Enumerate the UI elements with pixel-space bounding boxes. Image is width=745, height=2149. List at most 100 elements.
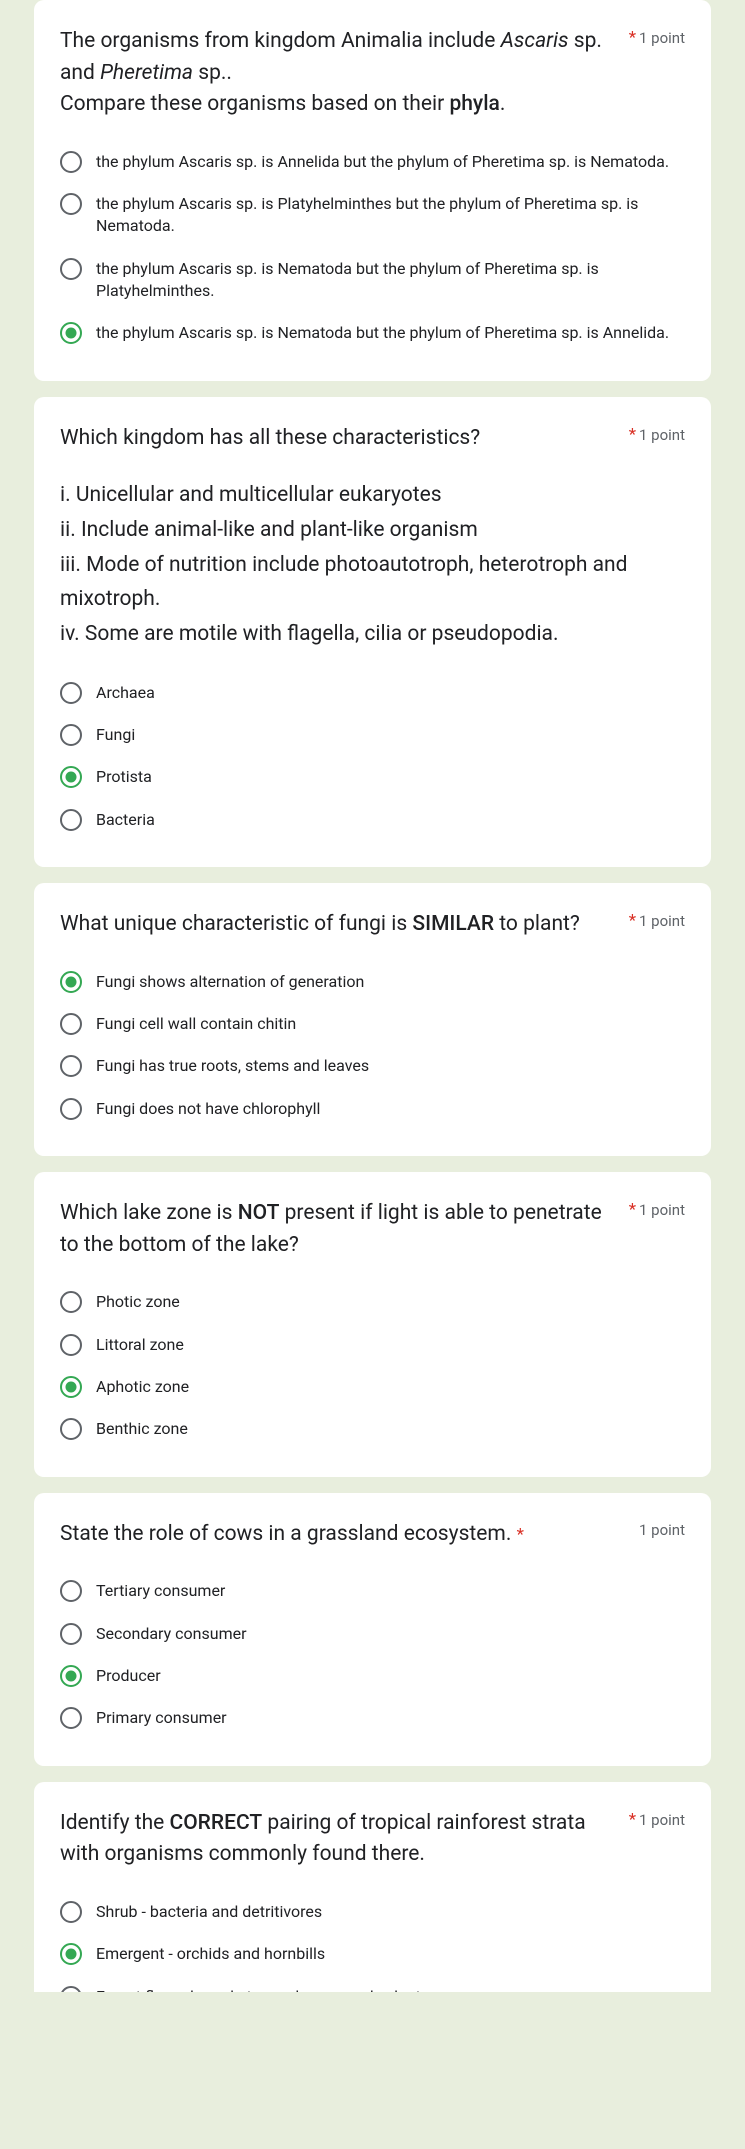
- option-label: Archaea: [96, 682, 155, 704]
- radio-icon: [60, 258, 82, 280]
- q1-text: The organisms from kingdom Animalia incl…: [60, 29, 501, 53]
- radio-option[interactable]: Primary consumer: [60, 1697, 685, 1739]
- q1-after: .: [500, 92, 506, 116]
- required-asterisk-inline: *: [517, 1525, 524, 1545]
- radio-icon: [60, 1098, 82, 1120]
- option-label: Bacteria: [96, 809, 155, 831]
- radio-option[interactable]: Tertiary consumer: [60, 1570, 685, 1612]
- points-text: 1 point: [639, 912, 685, 930]
- q3-after: to plant?: [494, 912, 580, 936]
- option-label: Protista: [96, 766, 152, 788]
- option-label: the phylum Ascaris sp. is Nematoda but t…: [96, 258, 685, 303]
- radio-option[interactable]: the phylum Ascaris sp. is Nematoda but t…: [60, 312, 685, 354]
- question-card: Which lake zone is NOT present if light …: [34, 1172, 711, 1477]
- radio-icon: [60, 1291, 82, 1313]
- char-item: i. Unicellular and multicellular eukaryo…: [60, 478, 685, 513]
- options-group: the phylum Ascaris sp. is Annelida but t…: [60, 141, 685, 355]
- required-asterisk: *: [629, 425, 636, 445]
- radio-option[interactable]: Secondary consumer: [60, 1613, 685, 1655]
- options-group: Shrub - bacteria and detritivores Emerge…: [60, 1891, 685, 1992]
- radio-option[interactable]: Shrub - bacteria and detritivores: [60, 1891, 685, 1933]
- options-group: Archaea Fungi Protista Bacteria: [60, 672, 685, 842]
- option-label: Secondary consumer: [96, 1623, 247, 1645]
- radio-option[interactable]: Producer: [60, 1655, 685, 1697]
- option-label: Forest floor - bryophytes and non-woody …: [96, 1986, 421, 1992]
- radio-icon: [60, 971, 82, 993]
- option-label: Fungi cell wall contain chitin: [96, 1013, 296, 1035]
- option-label: Fungi does not have chlorophyll: [96, 1098, 320, 1120]
- points-text: 1 point: [639, 29, 685, 47]
- question-title: Which kingdom has all these characterist…: [60, 423, 613, 455]
- radio-option[interactable]: the phylum Ascaris sp. is Annelida but t…: [60, 141, 685, 183]
- radio-option[interactable]: Fungi: [60, 714, 685, 756]
- radio-option[interactable]: Benthic zone: [60, 1408, 685, 1450]
- radio-option[interactable]: Fungi cell wall contain chitin: [60, 1003, 685, 1045]
- radio-icon: [60, 682, 82, 704]
- radio-option[interactable]: Littoral zone: [60, 1324, 685, 1366]
- options-group: Tertiary consumer Secondary consumer Pro…: [60, 1570, 685, 1740]
- char-item: iii. Mode of nutrition include photoauto…: [60, 548, 685, 617]
- question-card: The organisms from kingdom Animalia incl…: [34, 0, 711, 381]
- radio-icon: [60, 724, 82, 746]
- radio-option[interactable]: Fungi shows alternation of generation: [60, 961, 685, 1003]
- question-card: State the role of cows in a grassland ec…: [34, 1493, 711, 1766]
- q4-bold: NOT: [238, 1201, 280, 1225]
- radio-icon: [60, 1376, 82, 1398]
- option-label: Fungi: [96, 724, 135, 746]
- option-label: Fungi shows alternation of generation: [96, 971, 364, 993]
- q3-bold: SIMILAR: [412, 912, 494, 936]
- q1-line2-pre: Compare these organisms based on their: [60, 92, 449, 116]
- radio-icon: [60, 1623, 82, 1645]
- radio-icon: [60, 1665, 82, 1687]
- required-asterisk: *: [629, 1200, 636, 1220]
- option-label: Photic zone: [96, 1291, 180, 1313]
- option-label: Emergent - orchids and hornbills: [96, 1943, 325, 1965]
- radio-icon: [60, 1707, 82, 1729]
- char-item: iv. Some are motile with flagella, cilia…: [60, 617, 685, 652]
- option-label: the phylum Ascaris sp. is Annelida but t…: [96, 151, 669, 173]
- points-label: *1 point: [629, 1810, 685, 1830]
- radio-option[interactable]: Fungi does not have chlorophyll: [60, 1088, 685, 1130]
- radio-option[interactable]: Forest floor - bryophytes and non-woody …: [60, 1976, 685, 1992]
- q5-title: State the role of cows in a grassland ec…: [60, 1522, 511, 1546]
- radio-option[interactable]: the phylum Ascaris sp. is Nematoda but t…: [60, 248, 685, 313]
- radio-option[interactable]: Protista: [60, 756, 685, 798]
- option-label: the phylum Ascaris sp. is Nematoda but t…: [96, 322, 669, 344]
- radio-option[interactable]: Fungi has true roots, stems and leaves: [60, 1045, 685, 1087]
- question-card: Which kingdom has all these characterist…: [34, 397, 711, 867]
- radio-option[interactable]: Photic zone: [60, 1281, 685, 1323]
- radio-option[interactable]: Bacteria: [60, 799, 685, 841]
- q6-bold: CORRECT: [170, 1811, 263, 1835]
- points-text: 1 point: [639, 426, 685, 444]
- question-header: What unique characteristic of fungi is S…: [60, 909, 685, 941]
- radio-icon: [60, 1334, 82, 1356]
- points-text: 1 point: [639, 1521, 685, 1539]
- option-label: Shrub - bacteria and detritivores: [96, 1901, 322, 1923]
- question-header: Which kingdom has all these characterist…: [60, 423, 685, 455]
- radio-icon: [60, 809, 82, 831]
- q1-italic1: Ascaris: [501, 29, 569, 53]
- radio-option[interactable]: the phylum Ascaris sp. is Platyhelminthe…: [60, 183, 685, 248]
- points-label: *1 point: [629, 28, 685, 48]
- required-asterisk: *: [629, 911, 636, 931]
- question-header: Which lake zone is NOT present if light …: [60, 1198, 685, 1261]
- radio-icon: [60, 1986, 82, 1992]
- question-header: State the role of cows in a grassland ec…: [60, 1519, 685, 1551]
- q1-italic2: Pheretima: [100, 61, 193, 85]
- option-label: Fungi has true roots, stems and leaves: [96, 1055, 369, 1077]
- radio-icon: [60, 1055, 82, 1077]
- points-text: 1 point: [639, 1811, 685, 1829]
- option-label: Littoral zone: [96, 1334, 184, 1356]
- options-group: Photic zone Littoral zone Aphotic zone B…: [60, 1281, 685, 1451]
- option-label: the phylum Ascaris sp. is Platyhelminthe…: [96, 193, 685, 238]
- radio-icon: [60, 1013, 82, 1035]
- radio-option[interactable]: Archaea: [60, 672, 685, 714]
- radio-icon: [60, 1901, 82, 1923]
- option-label: Tertiary consumer: [96, 1580, 225, 1602]
- radio-option[interactable]: Emergent - orchids and hornbills: [60, 1933, 685, 1975]
- radio-option[interactable]: Aphotic zone: [60, 1366, 685, 1408]
- required-asterisk: *: [629, 1810, 636, 1830]
- radio-icon: [60, 1943, 82, 1965]
- radio-icon: [60, 193, 82, 215]
- question-card: What unique characteristic of fungi is S…: [34, 883, 711, 1156]
